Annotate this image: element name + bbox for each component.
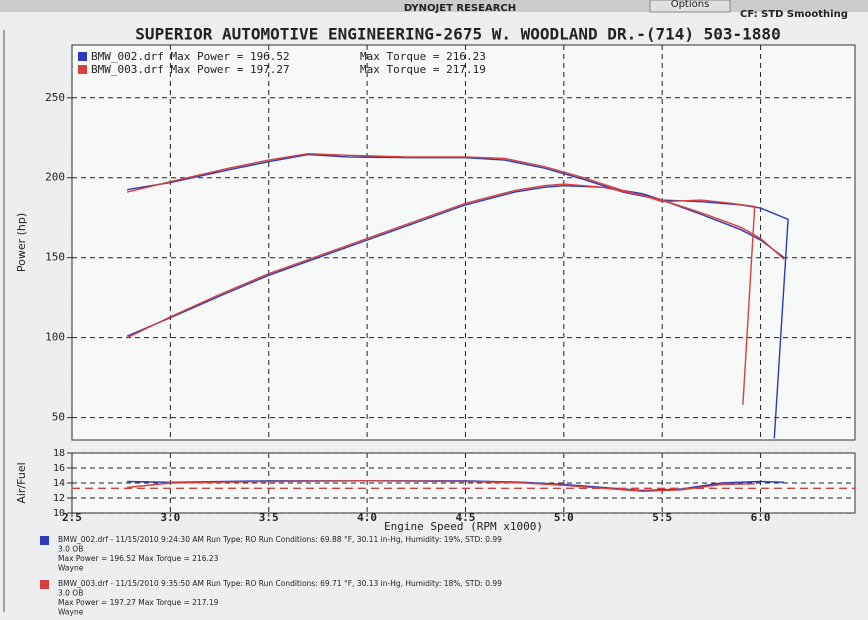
top-right: CF: STD Smoothing: [740, 9, 848, 20]
note-line: 3.0 OB: [58, 589, 83, 598]
y-axis-label: Power (hp): [15, 213, 28, 272]
x-tick-label: 5.5: [652, 511, 672, 524]
legend-swatch: [78, 65, 87, 74]
x-tick-label: 3.5: [259, 511, 279, 524]
y-tick-label: 200: [45, 171, 65, 184]
x-tick-label: 3.0: [160, 511, 180, 524]
note-line: Wayne: [58, 564, 84, 573]
y-tick-label: 150: [45, 251, 65, 264]
x-tick-label: 4.0: [357, 511, 377, 524]
x-tick-label: 6.0: [751, 511, 771, 524]
y-tick-label: 50: [52, 411, 65, 424]
note-line: 3.0 OB: [58, 545, 83, 554]
y-tick-label: 12: [53, 493, 65, 504]
note-line: Max Power = 197.27 Max Torque = 217.19: [58, 598, 219, 607]
x-axis-label: Engine Speed (RPM x1000): [384, 520, 543, 533]
note-swatch: [40, 536, 49, 545]
y-tick-label: 18: [53, 448, 65, 459]
x-tick-label: 4.5: [456, 511, 476, 524]
y-tick-label: 14: [53, 478, 65, 489]
note-line: Max Power = 196.52 Max Torque = 216.23: [58, 554, 219, 563]
note-line: BMW_003.drf - 11/15/2010 9:35:50 AM Run …: [58, 579, 502, 588]
plot-area: [71, 44, 856, 441]
note-line: Wayne: [58, 608, 84, 617]
legend-label: BMW_003.drf Max Power = 197.27: [91, 63, 290, 76]
y-tick-label: 100: [45, 331, 65, 344]
series-line: [126, 183, 756, 405]
x-tick-label: 5.0: [554, 511, 574, 524]
tab-label[interactable]: Options: [671, 0, 710, 10]
tab[interactable]: [649, 0, 731, 13]
legend-label: Max Torque = 216.23: [360, 50, 486, 63]
note-line: BMW_002.drf - 11/15/2010 9:24:30 AM Run …: [58, 535, 502, 544]
legend-swatch: [78, 52, 87, 61]
legend-label: Max Torque = 217.19: [360, 63, 486, 76]
y-tick-label: 250: [45, 91, 65, 104]
y-axis-label: Air/Fuel: [15, 462, 28, 503]
y-tick-label: 10: [53, 508, 65, 519]
title: SUPERIOR AUTOMOTIVE ENGINEERING-2675 W. …: [135, 25, 780, 44]
legend-label: BMW_002.drf Max Power = 196.52: [91, 50, 290, 63]
note-swatch: [40, 580, 49, 589]
series-line: [126, 152, 785, 260]
x-tick-label: 2.5: [62, 511, 82, 524]
series-line: [127, 480, 785, 492]
series-line: [126, 153, 785, 259]
top-center: DYNOJET RESEARCH: [404, 3, 516, 14]
y-tick-label: 16: [53, 463, 65, 474]
